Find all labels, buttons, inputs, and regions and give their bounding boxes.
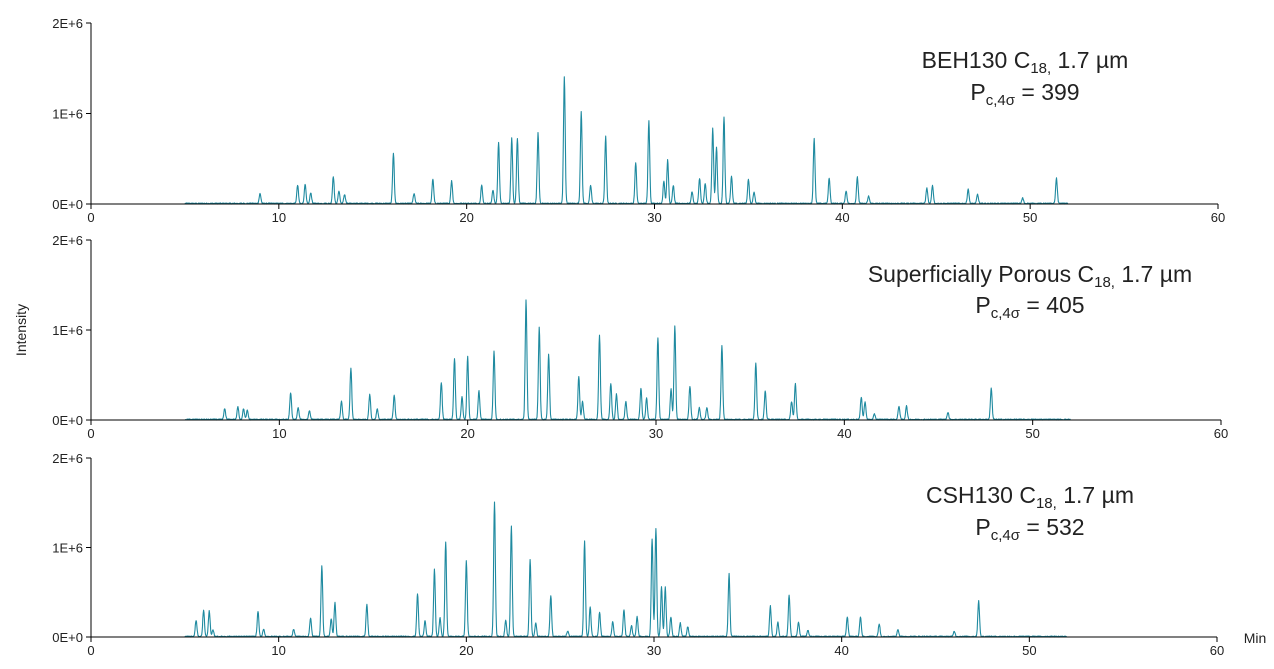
x-tick-label: 50 — [1025, 426, 1039, 441]
y-tick-label: 2E+6 — [52, 233, 83, 248]
y-tick-label: 0E+0 — [52, 197, 83, 212]
peak-capacity-subscript: c,4σ — [991, 305, 1021, 322]
peak-capacity-value: = 405 — [1020, 292, 1085, 318]
x-tick-label: 20 — [459, 210, 473, 225]
chart-title-line-2: Pc,4σ = 399 — [970, 79, 1079, 109]
title-suffix-text: 1.7 µm — [1115, 261, 1192, 287]
x-tick-label: 0 — [87, 210, 94, 225]
x-tick-label: 10 — [271, 643, 285, 658]
chart-title-line-2: Pc,4σ = 405 — [975, 292, 1084, 322]
title-subscript: 18, — [1094, 274, 1115, 291]
chart-title-line-2: Pc,4σ = 532 — [975, 514, 1084, 544]
x-tick-label: 0 — [87, 643, 94, 658]
x-tick-label: 20 — [459, 643, 473, 658]
peak-capacity-symbol: P — [975, 292, 990, 318]
chart-title-line-1: BEH130 C18, 1.7 µm — [922, 47, 1129, 77]
title-suffix-text: 1.7 µm — [1057, 482, 1134, 508]
x-tick-label: 60 — [1211, 210, 1225, 225]
peak-capacity-subscript: c,4σ — [991, 527, 1021, 544]
y-tick-label: 0E+0 — [52, 630, 83, 645]
title-subscript: 18, — [1030, 60, 1051, 77]
title-subscript: 18, — [1036, 495, 1057, 512]
y-tick-label: 2E+6 — [52, 451, 83, 466]
chart-panel-2: 0 10 20 30 40 50 60 0E+0 1E+6 2E+6 Superficially P… — [52, 233, 1228, 441]
x-tick-label: 30 — [647, 210, 661, 225]
x-tick-label: 30 — [649, 426, 663, 441]
x-tick-label: 0 — [87, 426, 94, 441]
chromatogram-trace — [90, 299, 1222, 421]
title-main-text: Superficially Porous C — [868, 261, 1094, 287]
x-tick-label: 40 — [837, 426, 851, 441]
y-tick-label: 1E+6 — [52, 541, 83, 556]
peak-capacity-subscript: c,4σ — [986, 92, 1016, 109]
x-tick-label: 60 — [1210, 643, 1224, 658]
x-tick-label: 30 — [647, 643, 661, 658]
y-tick-label: 1E+6 — [52, 107, 83, 122]
x-tick-label: 50 — [1022, 643, 1036, 658]
chart-title-line-1: CSH130 C18, 1.7 µm — [926, 482, 1134, 512]
y-axis-title: Intensity — [13, 304, 29, 356]
peak-capacity-value: = 532 — [1020, 514, 1085, 540]
chart-panel-3: 0 10 20 30 40 50 60 0E+0 1E+6 2E+6 CSH130 C18, 1.7… — [52, 451, 1224, 658]
y-tick-label: 2E+6 — [52, 16, 83, 31]
x-tick-label: 60 — [1214, 426, 1228, 441]
title-suffix-text: 1.7 µm — [1051, 47, 1128, 73]
title-main-text: CSH130 C — [926, 482, 1036, 508]
x-axis-unit-label: Min — [1244, 630, 1267, 646]
x-tick-label: 40 — [834, 643, 848, 658]
x-tick-label: 10 — [272, 426, 286, 441]
x-tick-label: 20 — [460, 426, 474, 441]
chart-title-line-1: Superficially Porous C18, 1.7 µm — [868, 261, 1192, 291]
peak-capacity-symbol: P — [970, 79, 985, 105]
title-main-text: BEH130 C — [922, 47, 1031, 73]
x-tick-label: 40 — [835, 210, 849, 225]
y-tick-label: 1E+6 — [52, 323, 83, 338]
x-tick-label: 50 — [1023, 210, 1037, 225]
peak-capacity-symbol: P — [975, 514, 990, 540]
peak-capacity-value: = 399 — [1015, 79, 1080, 105]
chart-panel-1: 0 10 20 30 40 50 60 0E+0 1E+6 2E+6 BEH130 C18, 1.7… — [52, 16, 1225, 225]
x-tick-label: 10 — [272, 210, 286, 225]
y-tick-label: 0E+0 — [52, 413, 83, 428]
